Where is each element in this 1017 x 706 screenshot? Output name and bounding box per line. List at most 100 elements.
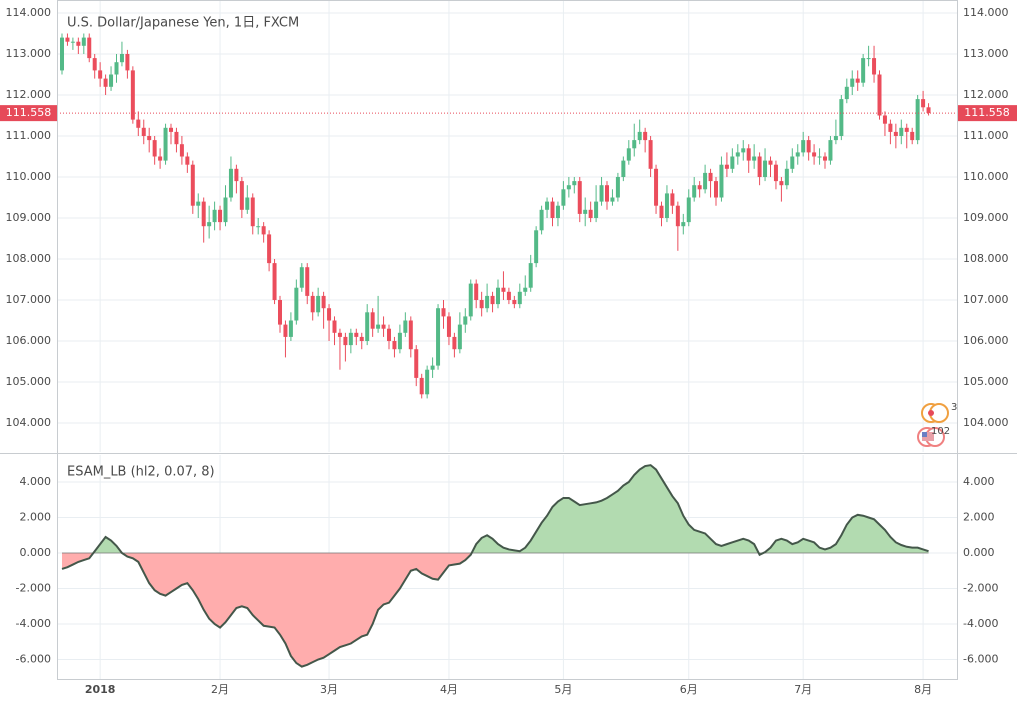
y2-tick-label: -4.000: [963, 617, 998, 630]
candle-body: [485, 295, 490, 309]
candle-body: [599, 185, 604, 202]
candle-body: [730, 156, 735, 169]
event-badges: 3 102: [917, 402, 957, 447]
y-tick-label: 113.000: [6, 47, 52, 60]
candle-body: [474, 283, 479, 301]
candle-body: [414, 349, 419, 378]
candle-body: [272, 263, 277, 301]
candle-body: [152, 140, 157, 157]
y2-tick-label: 111.000: [963, 129, 1009, 142]
candle-body: [921, 99, 926, 108]
candle-body: [637, 131, 642, 141]
candle-body: [337, 332, 342, 337]
candle-body: [354, 332, 359, 337]
candle-body: [376, 324, 381, 329]
candle-body: [670, 193, 675, 206]
candle-body: [752, 156, 757, 161]
candle-body: [359, 336, 364, 342]
candle-body: [452, 336, 457, 350]
y2-tick-label: 0.000: [963, 546, 995, 559]
candle-body: [321, 295, 326, 309]
candle-body: [801, 140, 806, 153]
candle-body: [441, 308, 446, 317]
candle-body: [343, 336, 348, 346]
candle-body: [746, 148, 751, 161]
price-label: 111.558: [964, 106, 1010, 119]
candle-body: [136, 119, 141, 128]
candle-body: [365, 312, 370, 342]
candle-body: [605, 185, 609, 202]
candle-body: [539, 209, 544, 231]
candle-body: [877, 74, 882, 116]
y-tick-label: 106.000: [6, 334, 52, 347]
candle-body: [572, 181, 577, 186]
candle-body: [496, 287, 500, 305]
candle-body: [446, 316, 451, 337]
y-tick-label: 4.000: [20, 475, 52, 488]
candle-body: [784, 168, 789, 186]
candle-body: [468, 283, 473, 317]
candle-body: [179, 144, 184, 157]
candle-body: [218, 209, 223, 223]
indicator-line: [61, 464, 929, 668]
candle-body: [98, 70, 103, 79]
x-tick-label: 4月: [440, 683, 458, 696]
candle-body: [174, 131, 179, 145]
candle-body: [408, 320, 413, 350]
candle-body: [566, 185, 571, 190]
candle-body: [545, 201, 550, 210]
candle-body: [294, 287, 299, 321]
y2-tick-label: 107.000: [963, 293, 1009, 306]
y-tick-label: -2.000: [16, 581, 51, 594]
candle-body: [561, 189, 566, 206]
y2-tick-label: -6.000: [963, 652, 998, 665]
candle-body: [397, 332, 402, 350]
candle-body: [169, 127, 173, 132]
candle-body: [926, 107, 931, 114]
candle-body: [632, 140, 637, 149]
candle-body: [327, 308, 332, 321]
candle-body: [643, 131, 648, 141]
labels: 104.000 104.000 105.000 105.000 106.000 106.0…: [0, 6, 1017, 696]
candle-body: [278, 300, 282, 325]
candle-body: [316, 295, 321, 313]
marks: [57, 33, 957, 668]
candle-body: [915, 99, 920, 141]
y-tick-label: 0.000: [20, 546, 52, 559]
x-tick-label: 7月: [794, 683, 812, 696]
candle-body: [577, 181, 582, 214]
candle-body: [201, 201, 206, 227]
candle-body: [512, 300, 517, 305]
candle-body: [223, 197, 228, 223]
candle-body: [861, 58, 866, 83]
candle-body: [87, 37, 92, 59]
candle-body: [103, 78, 108, 87]
price-label: 111.558: [6, 106, 52, 119]
candle-body: [763, 160, 768, 178]
candle-body: [65, 37, 70, 42]
price-label-box: [957, 105, 1017, 122]
candle-body: [381, 324, 386, 329]
candle-body: [872, 58, 877, 75]
candle-body: [490, 295, 495, 305]
candle-body: [534, 230, 539, 264]
x-tick-label: 2月: [211, 683, 229, 696]
candle-body: [387, 328, 391, 342]
candle-body: [506, 291, 511, 301]
y2-tick-label: 109.000: [963, 211, 1009, 224]
candle-body: [621, 160, 626, 178]
candle-body: [147, 136, 152, 141]
candle-body: [692, 185, 697, 198]
candle-body: [256, 226, 261, 228]
candle-body: [703, 172, 708, 190]
y-tick-label: -6.000: [16, 652, 51, 665]
candle-body: [234, 168, 239, 182]
candle-body: [806, 140, 811, 153]
candle-body: [659, 205, 664, 219]
candle-body: [855, 78, 860, 83]
candle-body: [196, 201, 201, 206]
y-tick-label: 105.000: [6, 375, 52, 388]
area-negative: [62, 552, 764, 667]
candle-body: [430, 365, 435, 370]
price-label-box: [0, 105, 57, 122]
